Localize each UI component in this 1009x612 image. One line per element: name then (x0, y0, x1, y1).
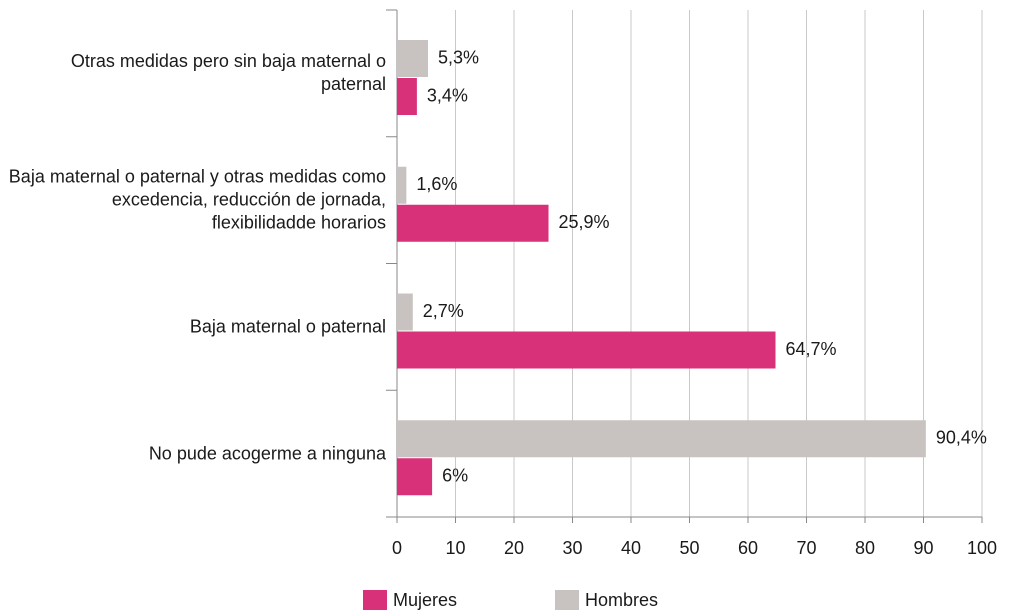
bar (397, 166, 407, 204)
y-tick-label: Otras medidas pero sin baja maternal o p… (70, 51, 386, 95)
legend-label: Hombres (585, 590, 658, 610)
data-label: 3,4% (427, 85, 468, 105)
data-label: 25,9% (559, 212, 610, 232)
legend-label: Mujeres (393, 590, 457, 610)
data-label: 5,3% (438, 47, 479, 67)
x-tick-label: 80 (855, 538, 875, 558)
data-label: 90,4% (936, 428, 987, 448)
legend-swatch (363, 590, 387, 610)
bar (397, 420, 926, 458)
x-tick-label: 10 (445, 538, 465, 558)
bar (397, 78, 417, 115)
x-tick-label: 40 (621, 538, 641, 558)
y-tick-label: Baja maternal o paternal (189, 316, 386, 337)
legend-swatch (555, 590, 579, 610)
y-tick-label: No pude acogerme a ninguna (148, 443, 386, 464)
x-tick-label: 50 (679, 538, 699, 558)
bar (397, 331, 776, 369)
y-tick-label: Baja maternal o paternal y otras medidas… (8, 166, 386, 233)
bar (397, 204, 549, 242)
data-label: 2,7% (423, 301, 464, 321)
x-tick-label: 0 (392, 538, 402, 558)
x-tick-label: 30 (562, 538, 582, 558)
x-tick-label: 100 (967, 538, 997, 558)
bar (397, 293, 413, 331)
x-tick-label: 20 (504, 538, 524, 558)
x-tick-label: 60 (738, 538, 758, 558)
data-label: 64,7% (785, 339, 836, 359)
x-tick-label: 90 (913, 538, 933, 558)
data-label: 6% (442, 466, 468, 486)
data-label: 1,6% (416, 174, 457, 194)
bar (397, 40, 429, 77)
bar (397, 458, 433, 496)
x-tick-label: 70 (796, 538, 816, 558)
